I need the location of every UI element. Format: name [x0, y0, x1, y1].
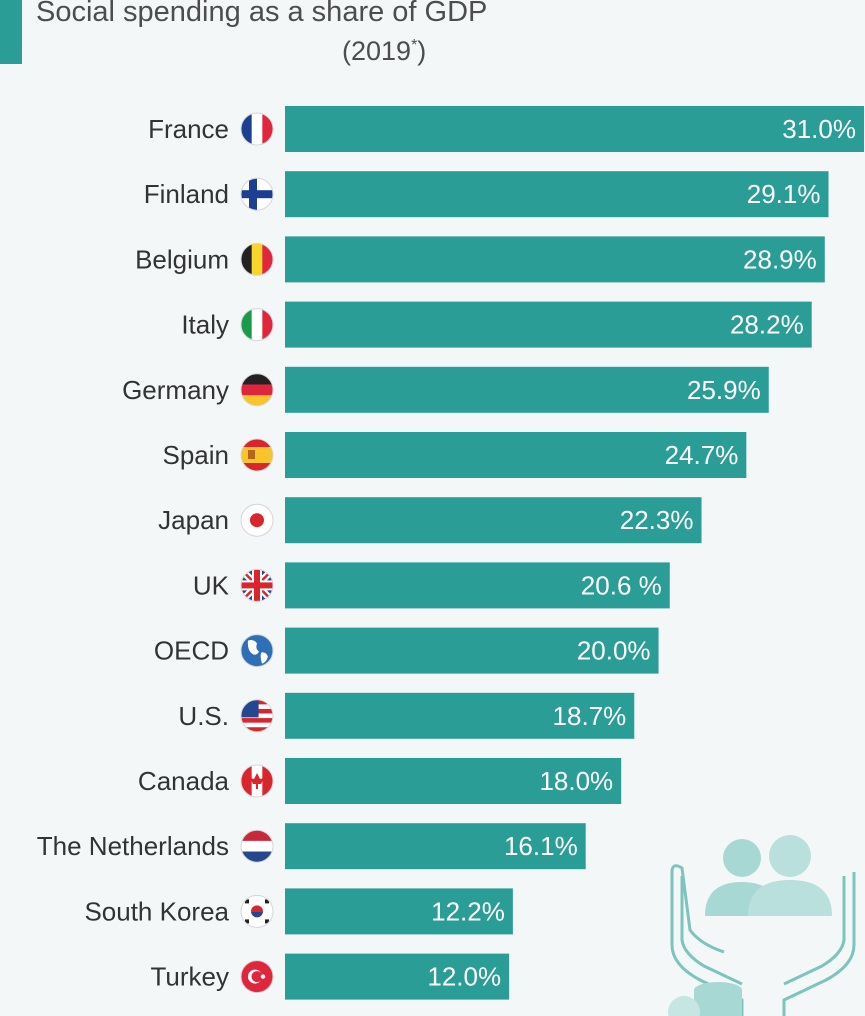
category-label: Belgium [135, 244, 229, 274]
spain-flag-icon [240, 438, 274, 472]
turkey-flag-icon [240, 960, 274, 994]
bar-row: U.S. 18.7% [178, 692, 635, 739]
value-label: 12.2% [431, 896, 505, 926]
uk-flag-icon [240, 568, 274, 602]
value-label: 28.9% [743, 244, 817, 274]
category-label: Finland [144, 179, 229, 209]
value-label: 25.9% [687, 375, 761, 405]
globe-icon [240, 634, 274, 668]
title-accent-bar [0, 0, 22, 64]
category-label: South Korea [84, 896, 229, 926]
value-label: 31.0% [782, 114, 856, 144]
category-label: France [148, 114, 229, 144]
value-label: 18.0% [539, 766, 613, 796]
bar [285, 758, 622, 804]
value-label: 28.2% [730, 310, 804, 340]
social-support-icon [668, 835, 856, 1016]
japan-flag-icon [240, 503, 274, 537]
category-label: OECD [154, 636, 229, 666]
category-label: Turkey [151, 962, 230, 992]
chart-subtitle: (2019*) [342, 36, 427, 66]
bar-row: Canada 18.0% [138, 758, 622, 804]
bar [285, 236, 825, 283]
bar-row: France 31.0% [148, 106, 864, 152]
bar-row: The Netherlands 16.1% [37, 823, 586, 870]
value-label: 20.6 % [581, 570, 662, 600]
category-label: Canada [138, 766, 230, 796]
value-label: 29.1% [747, 179, 821, 209]
netherlands-flag-icon [240, 829, 274, 863]
bar [285, 888, 513, 935]
chart-title: Social spending as a share of GDP [36, 0, 488, 28]
value-label: 16.1% [504, 831, 578, 861]
south-korea-flag-icon [240, 894, 274, 928]
bar-row: OECD 20.0% [154, 627, 659, 674]
category-label: UK [193, 570, 230, 600]
bar [285, 497, 702, 544]
bar-row: Germany 25.9% [122, 366, 769, 413]
category-label: Spain [163, 440, 230, 470]
bar-row: Italy 28.2% [181, 301, 812, 348]
belgium-flag-icon [240, 242, 274, 276]
us-flag-icon [240, 699, 274, 733]
bar-row: Turkey 12.0% [151, 953, 510, 1000]
category-label: The Netherlands [37, 831, 229, 861]
bar [285, 823, 586, 870]
bar-row: Finland 29.1% [144, 171, 829, 218]
france-flag-icon [240, 112, 274, 146]
germany-flag-icon [240, 373, 274, 407]
bar [285, 562, 670, 609]
bar [285, 301, 812, 348]
value-label: 18.7% [553, 701, 627, 731]
bar [285, 953, 510, 1000]
bar [285, 106, 864, 152]
value-label: 20.0% [577, 636, 651, 666]
value-label: 22.3% [620, 505, 694, 535]
finland-flag-icon [240, 177, 274, 211]
italy-flag-icon [240, 308, 274, 342]
bar [285, 692, 635, 739]
bar [285, 627, 659, 674]
value-label: 12.0% [427, 962, 501, 992]
bar [285, 432, 747, 478]
bar-row: Belgium 28.9% [135, 236, 825, 283]
category-label: Japan [158, 505, 229, 535]
value-label: 24.7% [665, 440, 739, 470]
category-label: U.S. [178, 701, 229, 731]
category-label: Italy [181, 310, 229, 340]
bar [285, 171, 829, 218]
bar-row: UK 20.6 % [193, 562, 670, 609]
bar-row: South Korea 12.2% [84, 888, 513, 935]
canada-flag-icon [240, 764, 274, 798]
category-label: Germany [122, 375, 229, 405]
bar-row: Japan 22.3% [158, 497, 702, 544]
bar [285, 366, 769, 413]
bar-row: Spain 24.7% [163, 432, 747, 478]
